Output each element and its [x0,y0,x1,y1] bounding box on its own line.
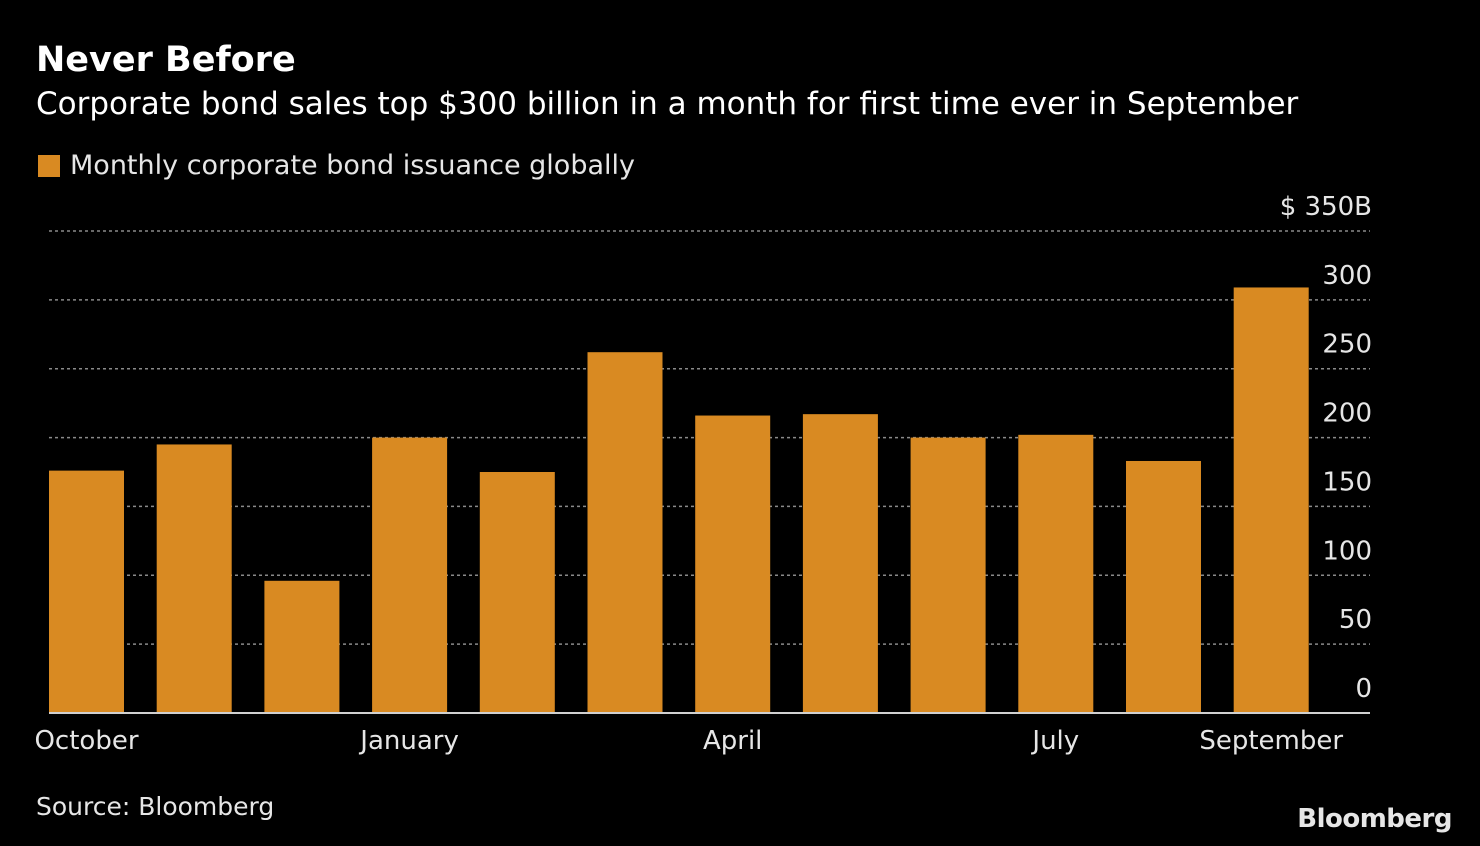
y-tick-label: 150 [1322,467,1372,497]
x-tick-label: January [358,726,459,756]
y-tick-label: 200 [1322,399,1372,429]
x-tick-label: July [1030,726,1079,756]
brand-logo: Bloomberg [1297,804,1452,834]
bar [49,470,124,713]
source-note: Source: Bloomberg [36,792,275,821]
y-tick-label: 300 [1322,261,1372,291]
bar [1018,434,1094,713]
y-tick-label: $ 350B [1280,192,1372,222]
x-tick-label: October [34,726,138,756]
x-tick-label: September [1199,726,1343,756]
y-tick-label: 100 [1322,536,1372,566]
bar [156,444,232,713]
y-tick-label: 0 [1355,674,1372,704]
chart-title: Never Before [36,40,296,80]
y-tick-label: 50 [1339,605,1372,635]
legend-label: Monthly corporate bond issuance globally [70,150,635,181]
y-tick-label: 250 [1322,330,1372,360]
bar [479,472,555,713]
chart-subtitle: Corporate bond sales top $300 billion in… [36,86,1299,122]
bar [1126,460,1201,713]
bar [802,414,878,713]
bar [372,437,448,713]
bar [264,580,340,713]
legend: Monthly corporate bond issuance globally [38,150,635,181]
bar [587,352,663,713]
x-tick-label: April [703,726,762,756]
legend-swatch [38,154,60,177]
bar [695,415,771,713]
bar [1233,287,1309,713]
bar [910,437,986,713]
